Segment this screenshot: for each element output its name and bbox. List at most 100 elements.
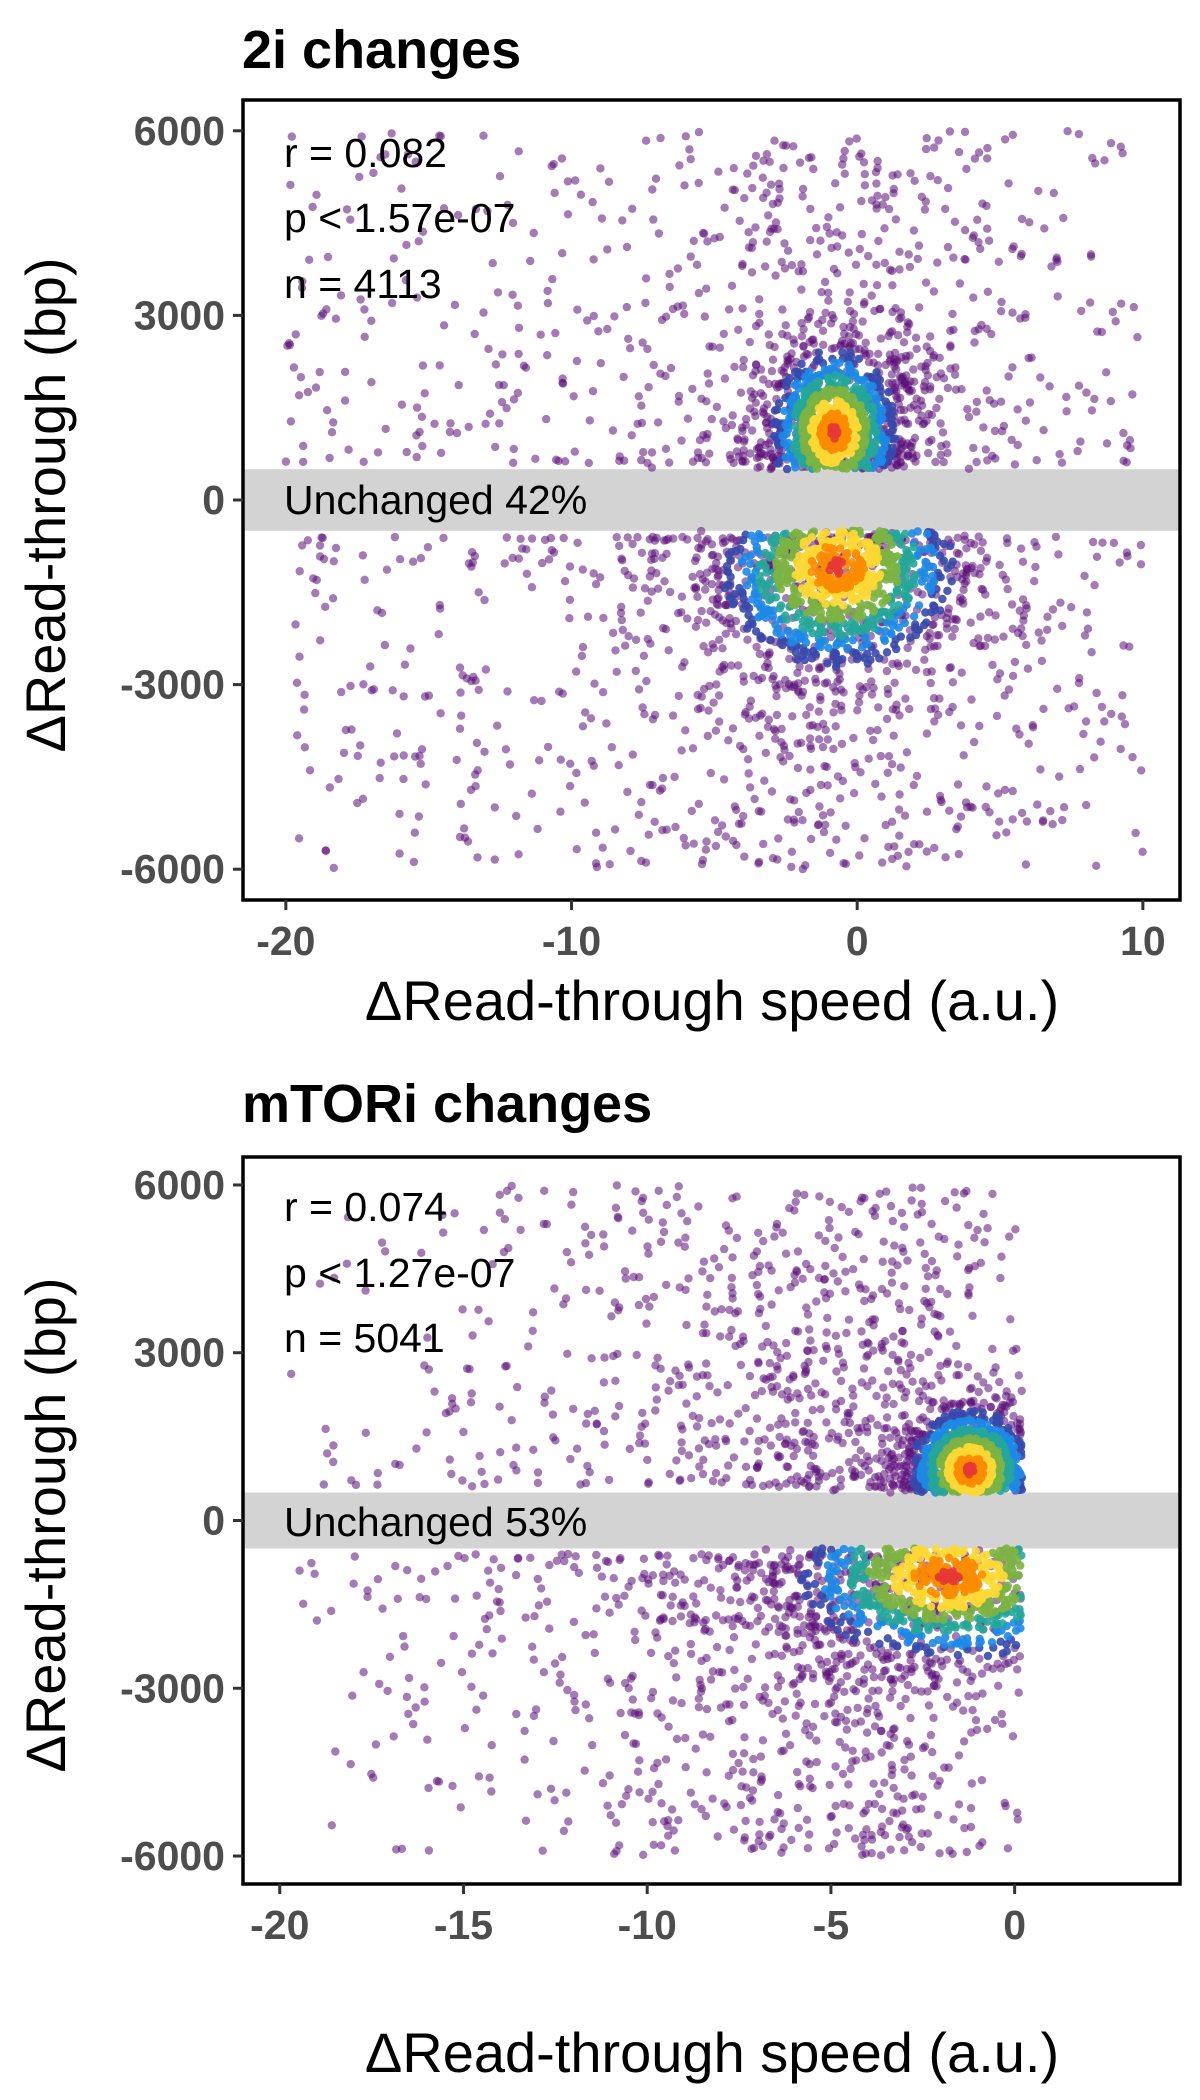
data-point — [738, 259, 747, 269]
data-point — [631, 666, 640, 676]
data-point — [474, 1305, 483, 1315]
data-point — [773, 572, 783, 581]
data-point — [631, 1739, 641, 1749]
data-point — [650, 710, 660, 720]
data-point — [736, 1360, 746, 1370]
data-point — [940, 1763, 949, 1772]
data-point — [927, 1219, 936, 1229]
data-point — [291, 330, 300, 339]
data-point — [856, 1197, 865, 1206]
data-point — [943, 448, 952, 458]
data-point — [806, 204, 815, 214]
data-point — [874, 349, 883, 359]
data-point — [1088, 537, 1098, 547]
data-point — [1007, 435, 1016, 445]
data-point — [631, 635, 641, 644]
data-point — [744, 769, 753, 778]
data-point — [831, 371, 840, 380]
data-point — [1055, 772, 1064, 781]
data-point — [397, 400, 407, 409]
data-point — [590, 679, 599, 688]
data-point — [974, 238, 983, 247]
data-point — [1013, 1808, 1022, 1817]
data-point — [855, 682, 865, 691]
data-point — [766, 180, 776, 189]
data-point — [753, 463, 762, 472]
data-point — [922, 729, 932, 738]
data-point — [569, 1187, 578, 1197]
data-point — [457, 711, 466, 720]
data-point — [658, 1218, 667, 1227]
data-point — [664, 1386, 673, 1395]
data-point — [714, 1553, 723, 1562]
data-point — [488, 259, 497, 268]
data-point — [792, 557, 802, 566]
data-point — [1016, 544, 1026, 553]
data-point — [1007, 600, 1017, 609]
data-point — [857, 587, 867, 596]
data-point — [738, 304, 747, 313]
data-point — [377, 1238, 387, 1247]
data-point — [719, 1244, 729, 1254]
data-point — [765, 157, 774, 166]
data-point — [662, 1560, 671, 1569]
data-point — [715, 613, 724, 622]
data-point — [831, 722, 840, 731]
data-point — [965, 1283, 974, 1292]
data-point — [654, 1779, 663, 1789]
data-point — [953, 780, 963, 789]
data-point — [926, 172, 935, 181]
data-point — [649, 1840, 658, 1850]
data-point — [599, 1242, 609, 1251]
data-point — [711, 841, 721, 851]
data-point — [471, 782, 480, 791]
data-point — [566, 1258, 576, 1267]
data-point — [509, 458, 518, 467]
data-point — [1055, 450, 1064, 459]
data-point — [298, 541, 307, 550]
data-point — [790, 586, 799, 596]
data-point — [982, 386, 991, 395]
data-point — [798, 192, 807, 201]
data-point — [943, 586, 952, 595]
data-point — [358, 551, 367, 560]
data-point — [840, 146, 849, 156]
data-point — [703, 731, 712, 741]
data-point — [776, 753, 785, 762]
data-point — [1067, 603, 1076, 612]
data-point — [814, 735, 824, 744]
data-point — [805, 734, 815, 743]
data-point — [651, 1383, 660, 1392]
data-point — [875, 570, 885, 579]
data-point — [643, 634, 652, 644]
data-point — [992, 831, 1001, 840]
data-point — [719, 775, 729, 784]
data-point — [782, 464, 792, 474]
data-point — [983, 143, 992, 153]
data-point — [472, 1705, 481, 1714]
data-point — [754, 806, 763, 816]
data-point — [1004, 685, 1014, 694]
data-point — [997, 1252, 1006, 1261]
data-point — [648, 1687, 658, 1697]
data-point — [811, 442, 820, 452]
data-point — [926, 678, 935, 688]
data-point — [706, 768, 715, 778]
data-point — [850, 368, 860, 378]
data-point — [480, 747, 489, 756]
data-point — [677, 436, 686, 445]
data-point — [807, 399, 816, 408]
data-point — [810, 561, 819, 570]
data-point — [848, 461, 857, 470]
data-point — [966, 1804, 976, 1813]
data-point — [621, 641, 630, 650]
data-point — [754, 1359, 763, 1368]
data-point — [375, 1679, 384, 1689]
data-point — [785, 654, 794, 664]
data-point — [896, 632, 905, 641]
data-point — [637, 455, 646, 465]
data-point — [454, 380, 463, 390]
data-point — [1090, 394, 1099, 404]
data-point — [644, 383, 653, 392]
data-point — [296, 373, 306, 382]
